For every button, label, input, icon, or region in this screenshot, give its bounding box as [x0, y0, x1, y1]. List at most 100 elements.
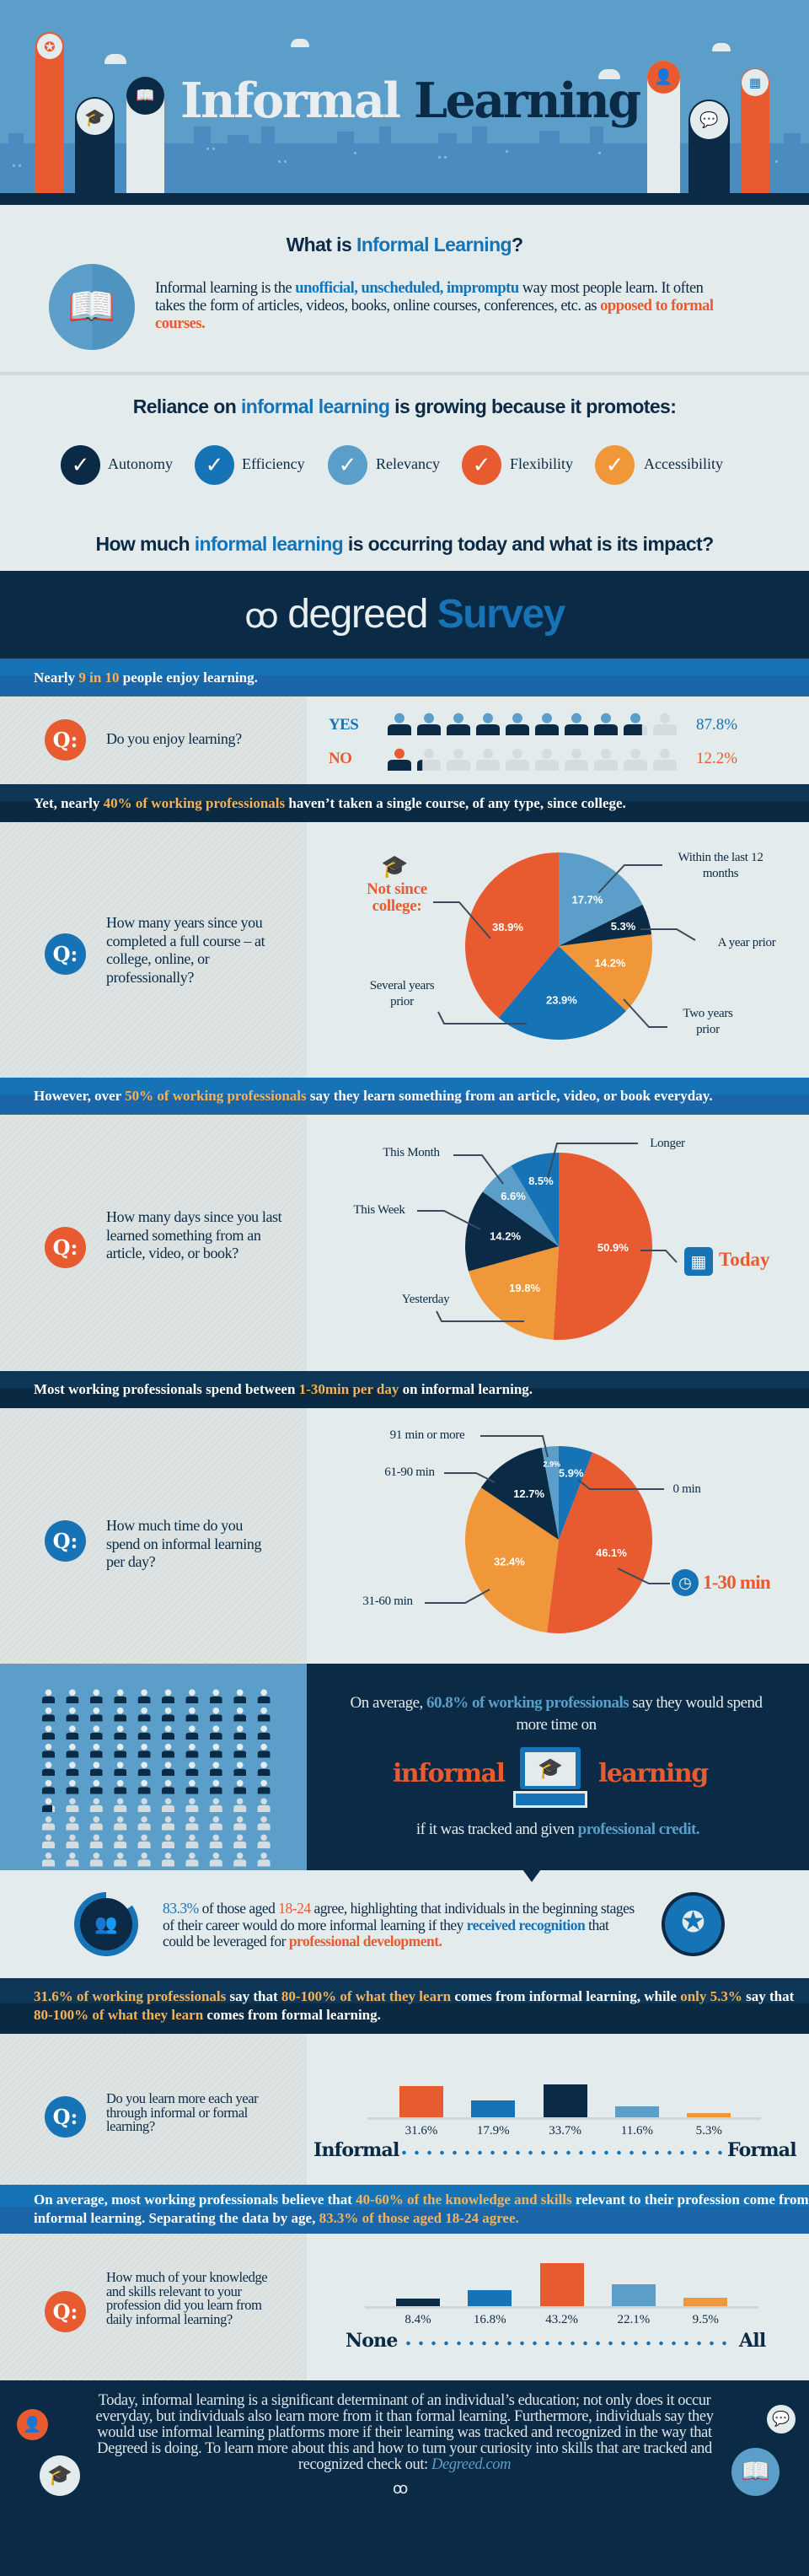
person-icon	[137, 1834, 151, 1848]
person-icon	[162, 1744, 174, 1758]
pie-label: This Week	[353, 1203, 405, 1217]
person-icon	[42, 1725, 55, 1740]
tracked-text: On average,	[350, 1694, 427, 1712]
person-icon	[185, 1725, 199, 1740]
reliance-heading: Reliance on informal learning is growing…	[0, 395, 809, 418]
person-icon	[653, 713, 677, 735]
person-icon	[233, 1780, 247, 1794]
person-icon	[114, 1780, 127, 1794]
person-icon	[233, 1761, 247, 1776]
band-text: However, over	[34, 1088, 126, 1104]
bar	[543, 2084, 587, 2118]
bar	[687, 2112, 731, 2118]
pie-label: 31-60 min	[362, 1595, 413, 1608]
person-icon	[114, 1744, 127, 1758]
award-icon: ✪	[37, 34, 62, 59]
person-icon	[66, 1761, 79, 1776]
band-text: comes from formal learning.	[203, 2007, 381, 2023]
insight-band: However, over 50% of working professiona…	[0, 1078, 809, 1115]
pie-value-label: 12.7%	[513, 1487, 544, 1500]
person-icon	[66, 1725, 79, 1740]
check-icon: ✓	[195, 445, 234, 485]
person-icon	[42, 1834, 55, 1848]
pie-label: 61-90 min	[384, 1465, 435, 1479]
open-book-icon: 📖	[49, 264, 135, 350]
person-icon	[162, 1761, 174, 1776]
axis-start-label: None	[346, 2330, 398, 2352]
brand-name: degreed	[287, 592, 428, 637]
bar-value-label: 11.6%	[620, 2124, 653, 2138]
person-icon	[257, 1853, 271, 1867]
person-icon	[89, 1744, 103, 1758]
pie-label: This Month	[383, 1146, 440, 1159]
what-is-description: Informal learning is the unofficial, uns…	[155, 280, 737, 333]
benefit-label: Flexibility	[510, 455, 574, 472]
callout-text-part: of those aged	[198, 1900, 279, 1917]
person-icon	[565, 748, 588, 771]
heading-text: is occurring today and what is its impac…	[343, 533, 714, 555]
calendar-icon: ▦	[684, 1247, 713, 1276]
footer-text: Today, informal learning is a significan…	[80, 2393, 729, 2473]
person-icon	[185, 1834, 199, 1848]
pie-chart-time-per-day: 5.9% 46.1% 32.4% 12.7% 2.9%	[465, 1446, 652, 1633]
pie-value-label: 17.7%	[572, 893, 603, 906]
heading-highlight: informal learning	[240, 395, 390, 417]
glasses-logo-icon: ꝏ	[244, 598, 279, 635]
pie-slice	[465, 1191, 559, 1272]
person-icon	[66, 1853, 79, 1867]
band-text: haven’t taken a single course, of any ty…	[285, 794, 626, 811]
benefit-label: Autonomy	[108, 455, 174, 472]
person-icon	[137, 1744, 151, 1758]
pie-chart-days-since-learned: 50.9%19.8%14.2%6.6%8.5%	[465, 1153, 652, 1340]
person-icon	[137, 1853, 151, 1867]
bar-value-label: 9.5%	[692, 2313, 719, 2326]
band-text: on informal learning.	[399, 1381, 533, 1397]
person-icon	[42, 1707, 55, 1722]
tracked-outro: if it was tracked and given professional…	[307, 1820, 809, 1839]
callout-highlight: 83.3%	[163, 1900, 199, 1917]
band-highlight: 80-100% of what they learn	[281, 1988, 452, 2004]
person-icon	[137, 1816, 151, 1831]
person-icon	[506, 748, 529, 771]
no-percent: 12.2%	[696, 750, 738, 767]
person-icon	[137, 1761, 151, 1776]
person-icon	[209, 1816, 222, 1831]
check-icon: ✓	[595, 445, 635, 485]
person-icon	[137, 1689, 151, 1703]
person-icon	[137, 1725, 151, 1740]
yes-percent: 87.8%	[696, 716, 738, 734]
pie-slice	[480, 1447, 559, 1540]
bar-value-label: 43.2%	[545, 2313, 578, 2326]
band-text: say that	[226, 1988, 281, 2004]
band-text: relevant to their profession come from i…	[34, 2191, 809, 2226]
book-icon: 📖	[126, 77, 164, 115]
q-badge: Q:	[45, 719, 86, 761]
pie-value-label: 46.1%	[596, 1546, 627, 1559]
person-icon	[162, 1780, 174, 1794]
person-icon	[233, 1744, 247, 1758]
pie-slice	[559, 852, 643, 946]
question-text: How much of your knowledge and skills re…	[106, 2269, 268, 2327]
insight-band: 31.6% of working professionals say that …	[0, 1978, 809, 2034]
open-book-icon: 📖	[731, 2448, 780, 2496]
glasses-logo-icon: ꝏ	[393, 2480, 409, 2497]
person-icon	[42, 1761, 55, 1776]
bar	[471, 2100, 516, 2118]
yes-pictogram	[388, 713, 677, 735]
person-icon	[162, 1798, 174, 1812]
person-icon	[89, 1834, 103, 1848]
person-icon	[233, 1834, 247, 1848]
bar-value-label: 33.7%	[549, 2124, 581, 2138]
no-pictogram	[388, 748, 677, 771]
callout-pointer	[522, 1869, 541, 1882]
person-icon	[233, 1853, 247, 1867]
q-badge: Q:	[45, 1227, 86, 1268]
person-icon	[137, 1798, 151, 1812]
pie-value-label: 50.9%	[597, 1241, 629, 1254]
person-icon	[114, 1816, 127, 1831]
header-ground	[0, 193, 809, 205]
degreed-link[interactable]: Degreed.com	[431, 2456, 512, 2473]
person-icon	[624, 713, 647, 735]
band-highlight: 9 in 10	[78, 669, 120, 686]
person-icon	[114, 1761, 127, 1776]
